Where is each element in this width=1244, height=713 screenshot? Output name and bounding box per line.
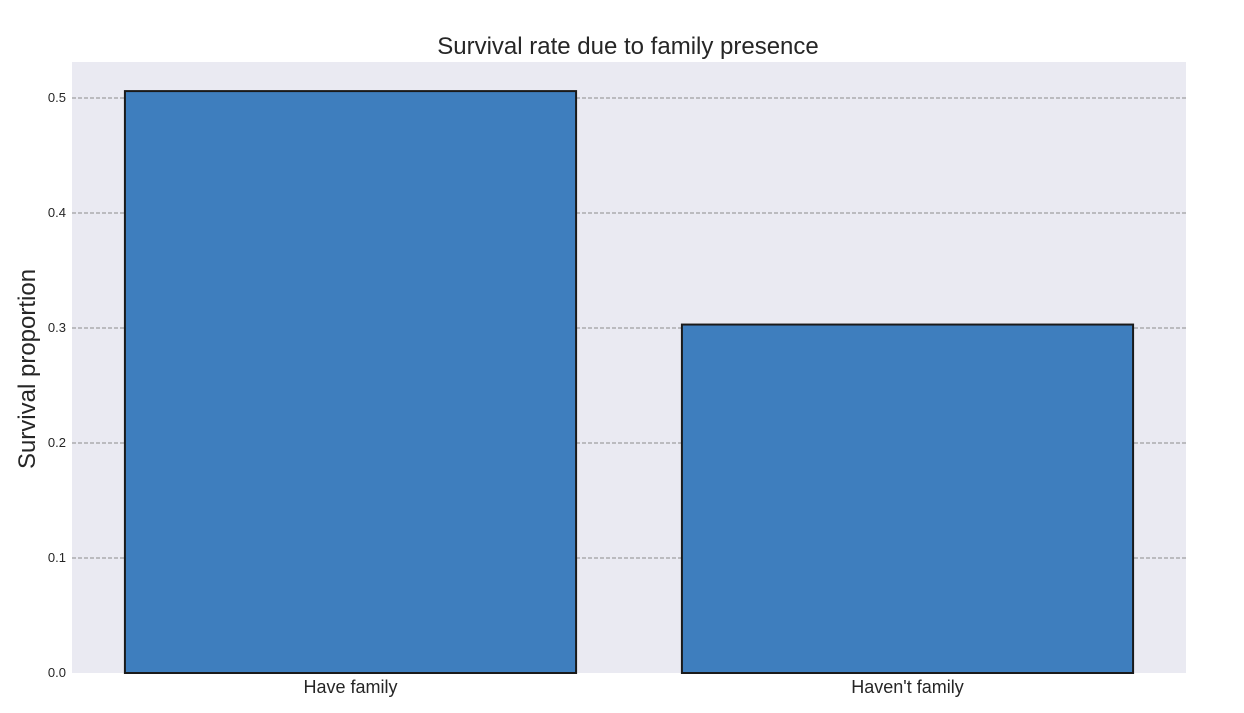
bar-0	[123, 90, 578, 675]
x-tick-label: Have family	[303, 677, 397, 697]
bars	[123, 90, 1135, 675]
bar-1	[680, 323, 1135, 674]
x-tick-labels: Have family Haven't family	[303, 677, 963, 697]
y-tick-label: 0.2	[48, 435, 66, 450]
chart-title: Survival rate due to family presence	[437, 33, 819, 60]
y-tick-label: 0.0	[48, 665, 66, 680]
y-tick-label: 0.4	[48, 205, 66, 220]
y-tick-label: 0.1	[48, 550, 66, 565]
y-tick-labels: 0.0 0.1 0.2 0.3 0.4 0.5	[48, 90, 66, 680]
y-axis-label: Survival proportion	[14, 269, 41, 469]
x-tick-label: Haven't family	[851, 677, 963, 697]
y-tick-label: 0.5	[48, 90, 66, 105]
y-tick-label: 0.3	[48, 320, 66, 335]
